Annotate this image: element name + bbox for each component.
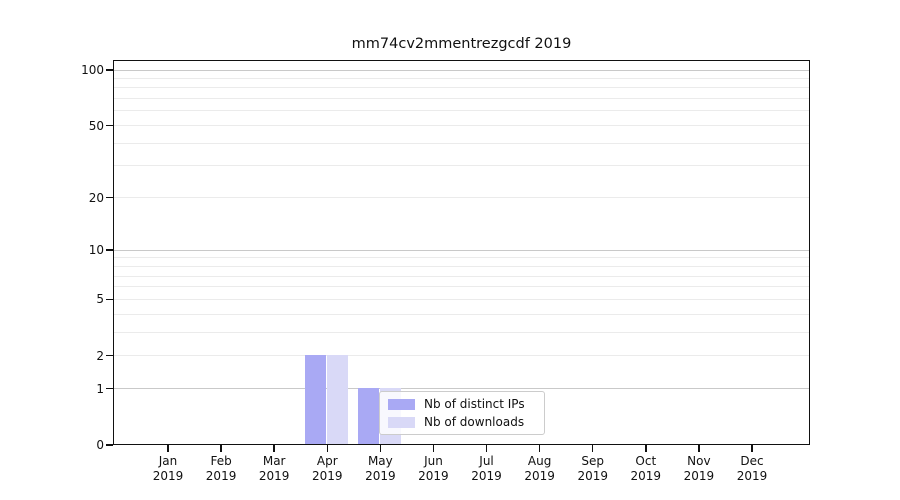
x-tick-month: Dec xyxy=(740,454,764,468)
x-tick-label-mar: Mar 2019 xyxy=(242,454,306,484)
legend-item-downloads: Nb of downloads xyxy=(380,415,544,429)
x-tick-label-jul: Jul 2019 xyxy=(455,454,519,484)
gridline-y-9 xyxy=(114,257,809,259)
x-tick-label-jan: Jan 2019 xyxy=(136,454,200,484)
chart-title: mm74cv2mmentrezgcdf 2019 xyxy=(351,36,572,52)
gridline-y-2 xyxy=(114,355,809,357)
y-tick-2 xyxy=(106,354,113,357)
y-tick-0 xyxy=(106,444,113,446)
plot-area: Nb of distinct IPs Nb of downloads xyxy=(113,60,810,445)
gridline-y-4 xyxy=(114,313,809,315)
gridline-y-5 xyxy=(114,298,809,300)
y-tick-label-1: 1 xyxy=(96,381,104,396)
x-tick-label-jun: Jun 2019 xyxy=(401,454,465,484)
x-tick-month: Aug xyxy=(527,454,552,468)
x-tick-label-dec: Dec 2019 xyxy=(720,454,784,484)
x-tick-label-sep: Sep 2019 xyxy=(561,454,625,484)
bar-distinct-ips-apr xyxy=(304,354,327,444)
y-tick-label-10: 10 xyxy=(88,243,104,258)
x-tick-oct xyxy=(645,445,647,452)
x-tick-may xyxy=(379,445,382,452)
gridline-y-100 xyxy=(114,69,809,71)
x-tick-month: Oct xyxy=(635,454,657,468)
x-tick-year: 2019 xyxy=(205,469,237,483)
x-tick-year: 2019 xyxy=(577,469,608,483)
x-tick-nov xyxy=(698,445,700,452)
legend: Nb of distinct IPs Nb of downloads xyxy=(379,391,545,435)
x-tick-dec xyxy=(751,445,753,452)
gridline-y-20 xyxy=(114,197,809,199)
y-tick-100 xyxy=(106,69,113,71)
gridline-y-6 xyxy=(114,286,809,288)
gridline-y-70 xyxy=(114,98,809,100)
y-tick-1 xyxy=(106,387,113,390)
y-tick-5 xyxy=(106,298,113,301)
y-tick-10 xyxy=(106,249,113,251)
y-tick-label-0: 0 xyxy=(96,438,104,452)
x-tick-year: 2019 xyxy=(418,469,449,483)
x-tick-month: Nov xyxy=(687,454,711,468)
x-tick-year: 2019 xyxy=(311,469,343,483)
x-tick-jan xyxy=(167,445,169,452)
x-tick-mar xyxy=(273,445,275,452)
gridline-y-10 xyxy=(114,249,809,251)
x-tick-year: 2019 xyxy=(365,469,396,483)
x-tick-month: Apr xyxy=(316,454,338,468)
gridline-y-1 xyxy=(114,388,809,390)
x-tick-label-nov: Nov 2019 xyxy=(667,454,731,484)
gridline-y-30 xyxy=(114,165,809,167)
x-tick-month: Mar xyxy=(262,454,286,468)
gridline-y-50 xyxy=(114,125,809,127)
y-tick-20 xyxy=(106,196,113,199)
gridline-y-8 xyxy=(114,265,809,267)
bar-downloads-apr xyxy=(326,354,349,444)
legend-swatch-downloads xyxy=(388,416,415,428)
bar-distinct-ips-may xyxy=(357,387,380,444)
x-tick-aug xyxy=(538,445,541,452)
x-tick-label-oct: Oct 2019 xyxy=(614,454,678,484)
gridline-y-3 xyxy=(114,331,809,333)
gridline-y-90 xyxy=(114,77,809,79)
legend-item-distinct-ips: Nb of distinct IPs xyxy=(380,397,544,411)
x-tick-label-aug: Aug 2019 xyxy=(508,454,572,484)
x-tick-jul xyxy=(485,445,488,452)
x-tick-year: 2019 xyxy=(683,469,715,483)
x-tick-month: Sep xyxy=(581,454,605,468)
x-tick-month: Jun xyxy=(424,454,443,468)
x-tick-month: May xyxy=(367,454,393,468)
x-tick-sep xyxy=(591,445,594,452)
x-tick-feb xyxy=(220,445,222,452)
x-tick-label-apr: Apr 2019 xyxy=(295,454,359,484)
x-tick-year: 2019 xyxy=(630,469,662,483)
x-tick-apr xyxy=(326,445,329,452)
gridline-y-60 xyxy=(114,110,809,112)
x-tick-month: Jul xyxy=(479,454,494,468)
x-tick-label-may: May 2019 xyxy=(348,454,412,484)
y-tick-label-50: 50 xyxy=(88,118,104,133)
y-tick-50 xyxy=(106,124,113,127)
x-tick-year: 2019 xyxy=(524,469,555,483)
gridline-y-80 xyxy=(114,87,809,89)
x-tick-month: Feb xyxy=(210,454,232,468)
x-tick-year: 2019 xyxy=(471,469,502,483)
x-tick-label-feb: Feb 2019 xyxy=(189,454,253,484)
legend-label-distinct-ips: Nb of distinct IPs xyxy=(424,397,525,411)
y-tick-label-20: 20 xyxy=(88,190,104,205)
y-tick-label-2: 2 xyxy=(96,348,104,363)
x-tick-month: Jan xyxy=(158,454,178,468)
legend-swatch-distinct-ips xyxy=(388,398,415,410)
gridline-y-40 xyxy=(114,142,809,144)
x-tick-jun xyxy=(432,445,435,452)
x-tick-year: 2019 xyxy=(152,469,184,483)
legend-label-downloads: Nb of downloads xyxy=(424,415,525,429)
x-tick-year: 2019 xyxy=(258,469,290,483)
y-tick-label-100: 100 xyxy=(81,63,104,77)
y-tick-label-5: 5 xyxy=(96,292,104,307)
x-tick-year: 2019 xyxy=(736,469,768,483)
gridline-y-7 xyxy=(114,275,809,277)
